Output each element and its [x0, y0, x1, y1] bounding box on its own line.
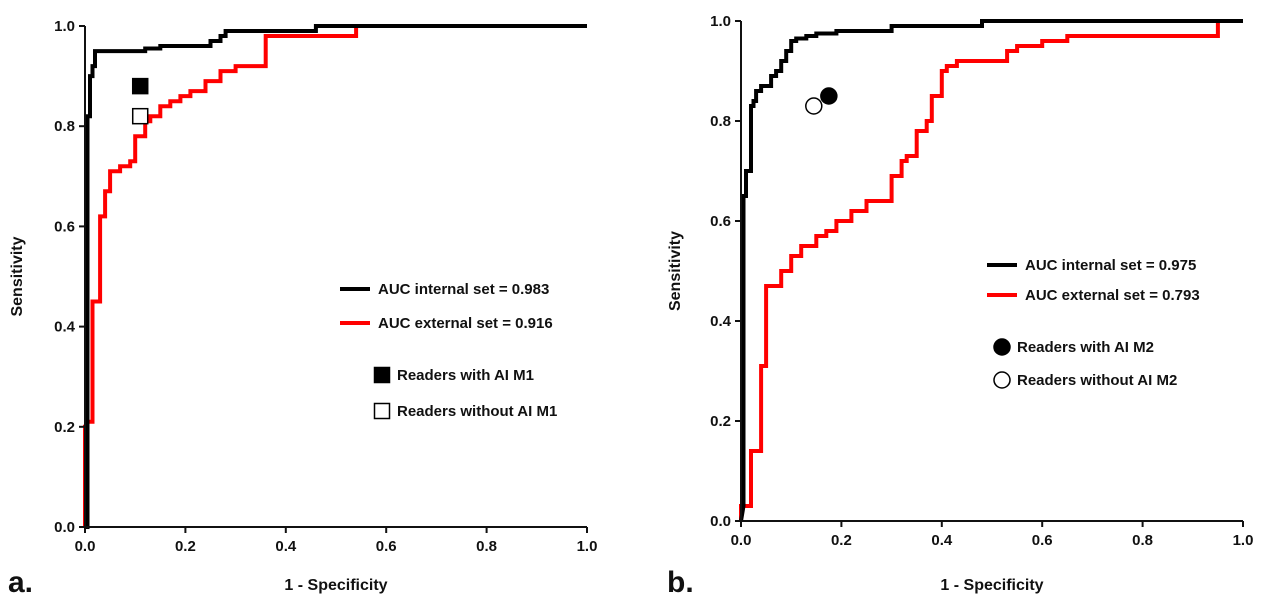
legend-marker-readers-with-ai-a: [373, 366, 391, 384]
legend-label-readers-with-ai-b: Readers with AI M2: [1017, 339, 1154, 356]
x-tick-label-a: 0.6: [376, 538, 397, 555]
y-tick-label-b: 0.2: [710, 413, 731, 430]
x-tick-label-b: 0.6: [1032, 532, 1053, 549]
x-tick-label-a: 1.0: [577, 538, 598, 555]
legend-label-internal-a: AUC internal set = 0.983: [378, 281, 549, 298]
legend-marker-readers-without-ai-a: [373, 402, 391, 420]
legend-a: AUC internal set = 0.983 AUC external set…: [340, 281, 557, 420]
x-tick-label-a: 0.8: [476, 538, 497, 555]
y-tick-label-a: 0.8: [54, 118, 75, 135]
y-tick-label-a: 1.0: [54, 18, 75, 35]
x-tick-label-b: 0.2: [831, 532, 852, 549]
panel-label-a: a.: [8, 566, 33, 598]
y-tick-label-b: 0.0: [710, 513, 731, 530]
y-tick-label-b: 0.8: [710, 113, 731, 130]
x-tick-label-b: 0.8: [1132, 532, 1153, 549]
x-tick-label-b: 0.4: [931, 532, 953, 549]
y-tick-label-a: 0.2: [54, 419, 75, 436]
y-tick-label-b: 0.4: [710, 313, 732, 330]
y-tick-label-b: 1.0: [710, 13, 731, 30]
legend-label-readers-with-ai-a: Readers with AI M1: [397, 367, 534, 384]
legend-label-external-a: AUC external set = 0.916: [378, 315, 553, 332]
ticks-b: 0.0 0.2 0.4 0.6 0.8 1.0 0.0 0.2 0.4 0.6 0.8 1.0: [710, 13, 1253, 549]
legend-label-readers-without-ai-a: Readers without AI M1: [397, 403, 557, 420]
internal-roc-curve-a: [85, 24, 587, 529]
reader-points-b: [805, 87, 838, 115]
readers-with-ai-point-a: [131, 77, 149, 95]
y-tick-label-a: 0.0: [54, 519, 75, 536]
roc-curves-a: [83, 24, 587, 529]
x-tick-label-a: 0.2: [175, 538, 196, 555]
roc-panel-b: 0.0 0.2 0.4 0.6 0.8 1.0 0.0 0.2 0.4 0.6 0.8 1.0 1 -…: [667, 13, 1253, 598]
legend-label-external-b: AUC external set = 0.793: [1025, 287, 1200, 304]
x-axis-label-a: 1 - Specificity: [284, 577, 387, 594]
readers-without-ai-point-a: [131, 107, 149, 125]
y-tick-label-a: 0.4: [54, 319, 76, 336]
x-tick-label-b: 1.0: [1233, 532, 1254, 549]
x-tick-label-b: 0.0: [731, 532, 752, 549]
legend-b: AUC internal set = 0.975 AUC external set…: [987, 257, 1200, 389]
legend-label-internal-b: AUC internal set = 0.975: [1025, 257, 1196, 274]
legend-marker-readers-with-ai-b: [993, 338, 1011, 356]
roc-panel-a: 0.0 0.2 0.4 0.6 0.8 1.0 0.0 0.2 0.4 0.6 0.8 1.0 1 -…: [8, 18, 597, 598]
y-axis-label-b: Sensitivity: [667, 231, 684, 311]
y-axis-label-a: Sensitivity: [9, 236, 26, 316]
reader-points-a: [131, 77, 149, 125]
ticks-a: 0.0 0.2 0.4 0.6 0.8 1.0 0.0 0.2 0.4 0.6 0.8 1.0: [54, 18, 597, 555]
legend-marker-readers-without-ai-b: [993, 371, 1011, 389]
internal-roc-curve-b: [739, 19, 1243, 522]
readers-with-ai-point-b: [820, 87, 838, 105]
readers-without-ai-point-b: [805, 97, 823, 115]
legend-label-readers-without-ai-b: Readers without AI M2: [1017, 372, 1177, 389]
external-roc-curve-a: [83, 24, 587, 527]
external-roc-curve-b: [739, 19, 1243, 521]
panel-label-b: b.: [667, 566, 694, 598]
y-tick-label-a: 0.6: [54, 218, 75, 235]
x-tick-label-a: 0.0: [75, 538, 96, 555]
x-tick-label-a: 0.4: [275, 538, 297, 555]
roc-curves-b: [739, 19, 1243, 522]
y-tick-label-b: 0.6: [710, 213, 731, 230]
x-axis-label-b: 1 - Specificity: [940, 577, 1043, 594]
